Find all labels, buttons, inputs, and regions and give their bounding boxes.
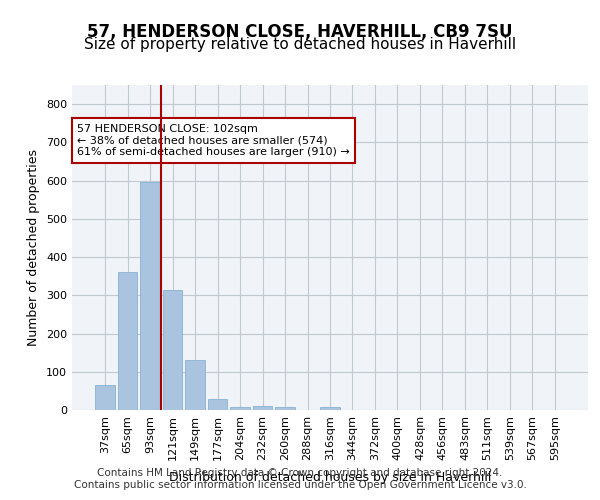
Bar [185, 360, 205, 410]
X-axis label: Distribution of detached houses by size in Haverhill: Distribution of detached houses by size … [169, 471, 491, 484]
Bar [208, 400, 227, 410]
Bar [253, 406, 272, 410]
Y-axis label: Number of detached properties: Number of detached properties [28, 149, 40, 346]
Bar [230, 407, 250, 410]
Text: Size of property relative to detached houses in Haverhill: Size of property relative to detached ho… [84, 38, 516, 52]
Bar [140, 182, 160, 410]
Bar [275, 407, 295, 410]
Bar [163, 290, 182, 410]
Bar [95, 385, 115, 410]
Text: Contains HM Land Registry data © Crown copyright and database right 2024.
Contai: Contains HM Land Registry data © Crown c… [74, 468, 526, 490]
Bar [320, 407, 340, 410]
Bar [118, 272, 137, 410]
Text: 57 HENDERSON CLOSE: 102sqm
← 38% of detached houses are smaller (574)
61% of sem: 57 HENDERSON CLOSE: 102sqm ← 38% of deta… [77, 124, 350, 157]
Text: 57, HENDERSON CLOSE, HAVERHILL, CB9 7SU: 57, HENDERSON CLOSE, HAVERHILL, CB9 7SU [87, 22, 513, 40]
